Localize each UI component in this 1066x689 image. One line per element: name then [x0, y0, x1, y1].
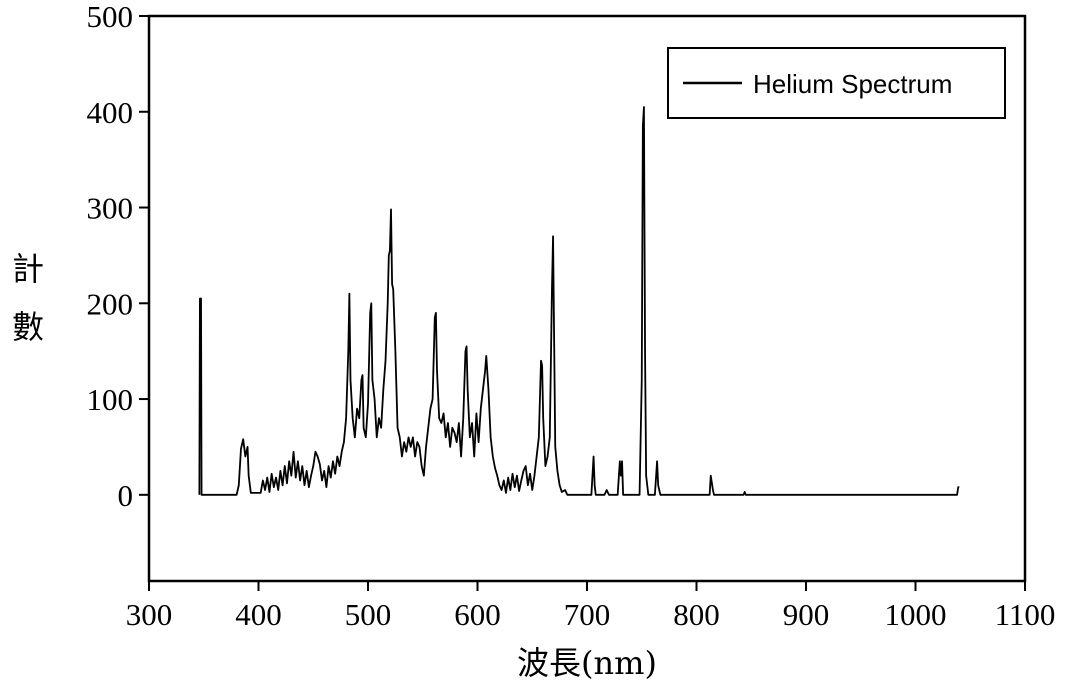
- x-axis-ticks: 300 400 500 600 700 800 900 1000 1100: [126, 581, 1056, 632]
- x-tick-label: 1000: [885, 597, 947, 632]
- x-tick-label: 300: [126, 597, 173, 632]
- x-tick-label: 600: [454, 597, 501, 632]
- x-tick-label: 400: [235, 597, 282, 632]
- y-axis-ticks: 0 100 200 300 400 500: [87, 0, 149, 513]
- y-tick-label: 300: [87, 191, 134, 226]
- y-tick-label: 100: [87, 382, 134, 417]
- legend-label: Helium Spectrum: [753, 69, 952, 99]
- y-tick-label: 0: [118, 478, 134, 513]
- y-tick-label: 200: [87, 286, 134, 321]
- x-tick-label: 800: [673, 597, 720, 632]
- series-line-helium-spectrum: [198, 106, 960, 496]
- y-tick-label: 400: [87, 95, 134, 130]
- x-tick-label: 700: [564, 597, 611, 632]
- x-axis-title: 波長(nm): [517, 644, 657, 682]
- y-axis-title: 計數: [12, 250, 44, 346]
- x-tick-label: 1100: [995, 597, 1056, 632]
- series-layer: [198, 106, 960, 496]
- x-tick-label: 900: [783, 597, 830, 632]
- y-tick-label: 500: [87, 0, 134, 34]
- legend: Helium Spectrum: [667, 47, 1006, 119]
- x-tick-label: 500: [345, 597, 392, 632]
